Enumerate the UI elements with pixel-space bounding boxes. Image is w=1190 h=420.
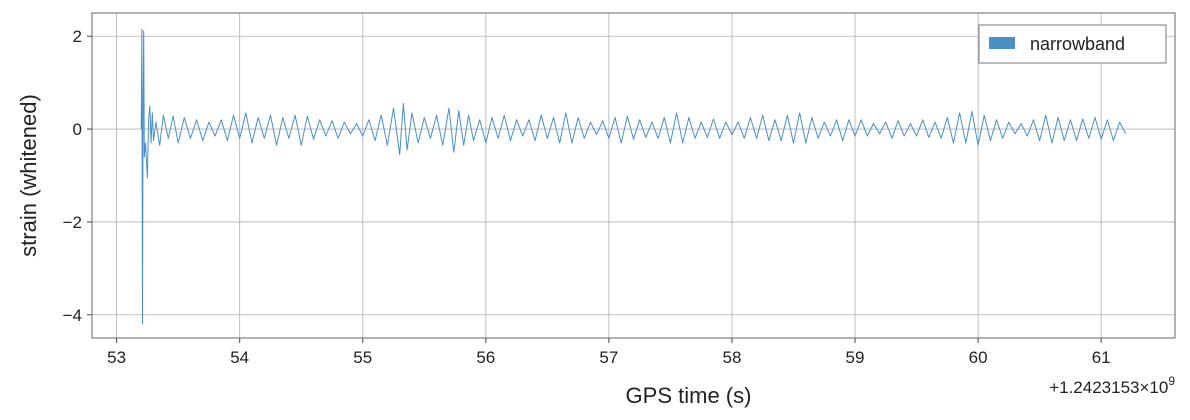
y-axis-ticks: −4 −2 0 2 bbox=[63, 27, 92, 325]
x-tick-label: 56 bbox=[476, 348, 495, 367]
x-tick-label: 54 bbox=[230, 348, 249, 367]
x-axis-ticks: 53 54 55 56 57 58 59 60 61 bbox=[107, 338, 1111, 367]
series-layer bbox=[140, 28, 1127, 325]
y-tick-label: −4 bbox=[63, 306, 82, 325]
offset-base: +1.2423153×10 bbox=[1049, 378, 1168, 397]
x-axis-label: GPS time (s) bbox=[626, 383, 752, 408]
y-tick-label: 2 bbox=[73, 27, 82, 46]
y-tick-label: 0 bbox=[73, 120, 82, 139]
x-tick-label: 58 bbox=[722, 348, 741, 367]
x-tick-label: 57 bbox=[599, 348, 618, 367]
legend-label-narrowband: narrowband bbox=[1030, 34, 1125, 54]
y-tick-label: −2 bbox=[63, 213, 82, 232]
legend[interactable]: narrowband bbox=[978, 24, 1167, 64]
x-axis-offset-text: +1.2423153×109 bbox=[1049, 374, 1175, 397]
y-axis-label: strain (whitened) bbox=[16, 94, 41, 257]
legend-swatch-narrowband bbox=[989, 37, 1015, 49]
offset-exponent: 9 bbox=[1168, 374, 1175, 388]
plot-frame bbox=[91, 12, 1176, 339]
x-tick-label: 60 bbox=[969, 348, 988, 367]
series-line-narrowband bbox=[140, 28, 1127, 325]
x-tick-label: 61 bbox=[1092, 348, 1111, 367]
x-tick-label: 59 bbox=[846, 348, 865, 367]
x-tick-label: 53 bbox=[107, 348, 126, 367]
x-tick-label: 55 bbox=[353, 348, 372, 367]
